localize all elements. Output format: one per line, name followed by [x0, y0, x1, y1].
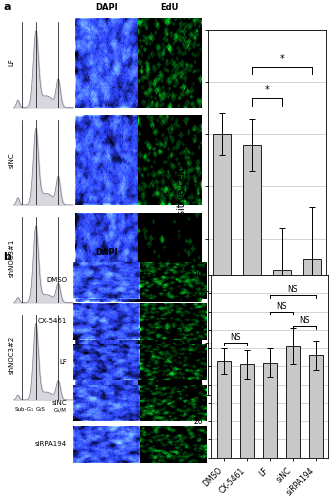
- Text: *: *: [280, 54, 284, 64]
- Bar: [309, 356, 323, 458]
- Text: NS: NS: [299, 316, 310, 325]
- Text: DAPI: DAPI: [95, 248, 118, 257]
- Y-axis label: % EdU positive cells: % EdU positive cells: [176, 317, 186, 416]
- Text: shNOC3#2: shNOC3#2: [8, 336, 14, 374]
- Bar: [273, 270, 291, 395]
- Text: EdU: EdU: [164, 248, 182, 257]
- Text: b: b: [3, 252, 11, 262]
- Text: DMSO: DMSO: [46, 277, 67, 283]
- Text: CX-5461: CX-5461: [38, 318, 67, 324]
- Text: G₂/M: G₂/M: [54, 407, 67, 412]
- Text: Sub-G₁: Sub-G₁: [15, 407, 34, 412]
- Text: siNC: siNC: [8, 152, 14, 168]
- Text: LF: LF: [8, 58, 14, 66]
- Text: a: a: [3, 2, 11, 12]
- Text: NS: NS: [276, 302, 286, 310]
- Text: NS: NS: [230, 332, 240, 342]
- Text: siNC: siNC: [51, 400, 67, 406]
- Text: shNOC3#1: shNOC3#1: [8, 238, 14, 277]
- Bar: [243, 144, 261, 395]
- Bar: [240, 364, 254, 458]
- Bar: [263, 362, 277, 458]
- Text: LF: LF: [59, 359, 67, 365]
- Bar: [286, 346, 300, 458]
- Text: EdU: EdU: [161, 4, 179, 13]
- Bar: [303, 260, 321, 395]
- Text: G₁S: G₁S: [35, 407, 45, 412]
- Bar: [213, 134, 231, 395]
- Bar: [217, 361, 230, 458]
- Text: *: *: [265, 85, 270, 95]
- Text: siRPA194: siRPA194: [35, 441, 67, 447]
- Y-axis label: % EdU positive cells: % EdU positive cells: [177, 164, 187, 262]
- Text: NS: NS: [287, 285, 298, 294]
- Text: DAPI: DAPI: [95, 4, 118, 13]
